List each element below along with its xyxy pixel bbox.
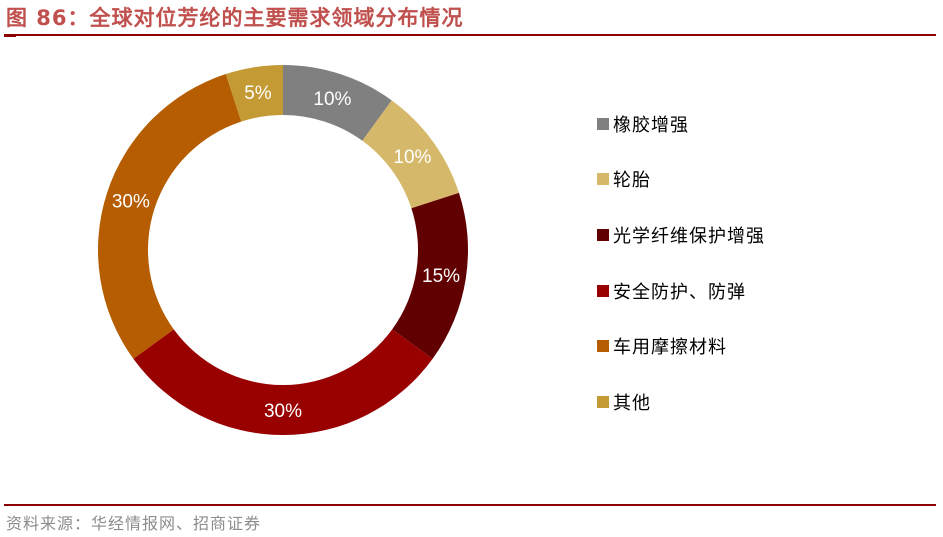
legend-item-tire: 轮胎 xyxy=(597,167,651,191)
slice-percent-label: 30% xyxy=(112,192,150,213)
donut-slice xyxy=(362,100,459,209)
title-divider-accent xyxy=(4,34,16,37)
slice-percent-label: 10% xyxy=(393,147,431,168)
legend-item-friction: 车用摩擦材料 xyxy=(597,334,727,358)
legend-item-other: 其他 xyxy=(597,390,651,414)
legend-swatch xyxy=(597,229,609,241)
legend-swatch xyxy=(597,173,609,185)
source-note: 资料来源：华经情报网、招商证券 xyxy=(6,514,262,533)
legend-label: 其他 xyxy=(613,393,651,414)
legend-swatch xyxy=(597,118,609,130)
slice-percent-label: 5% xyxy=(244,83,272,104)
slice-labels: 10% 10% 15% 30% 30% 5% xyxy=(112,83,460,422)
donut-slice xyxy=(98,74,242,359)
slice-percent-label: 10% xyxy=(313,89,351,110)
slice-percent-label: 30% xyxy=(264,401,302,422)
figure-title: 图 86：全球对位芳纶的主要需求领域分布情况 xyxy=(6,4,464,32)
figure-title-text: 全球对位芳纶的主要需求领域分布情况 xyxy=(89,6,464,30)
legend-label: 光学纤维保护增强 xyxy=(613,226,765,247)
legend-label: 车用摩擦材料 xyxy=(613,337,727,358)
legend-item-optical-fiber: 光学纤维保护增强 xyxy=(597,223,765,247)
donut-slices xyxy=(98,65,469,435)
slice-percent-label: 15% xyxy=(422,266,460,287)
legend-item-safety: 安全防护、防弹 xyxy=(597,279,746,303)
legend-swatch xyxy=(597,285,609,297)
donut-slice xyxy=(392,192,469,359)
figure-label: 图 86： xyxy=(6,6,90,30)
legend-swatch xyxy=(597,340,609,352)
title-divider xyxy=(4,34,936,36)
legend-label: 橡胶增强 xyxy=(613,115,689,136)
donut-slice xyxy=(225,65,283,122)
donut-slice xyxy=(133,329,433,435)
legend-label: 安全防护、防弹 xyxy=(613,282,746,303)
legend-label: 轮胎 xyxy=(613,170,651,191)
donut-slice xyxy=(283,65,392,141)
legend-item-rubber: 橡胶增强 xyxy=(597,112,689,136)
footer-divider xyxy=(4,504,936,506)
legend-swatch xyxy=(597,396,609,408)
